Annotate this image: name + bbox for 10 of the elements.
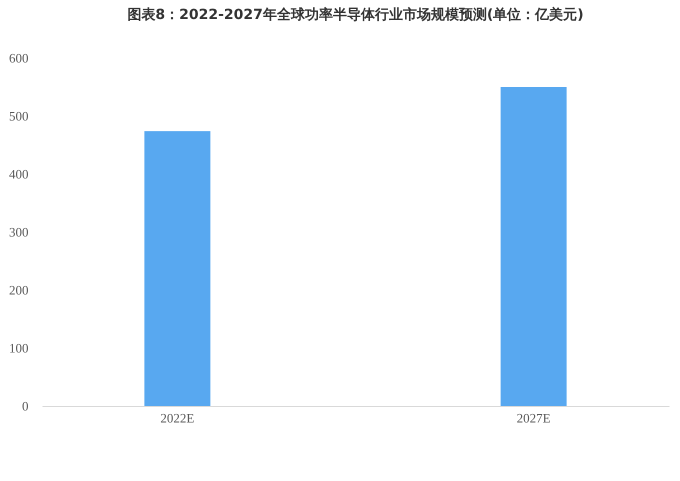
x-tick-label: 2022E bbox=[160, 410, 194, 426]
y-tick-label: 400 bbox=[9, 166, 28, 182]
y-tick-label: 200 bbox=[9, 282, 28, 298]
y-tick-label: 500 bbox=[9, 108, 28, 124]
y-tick-label: 600 bbox=[9, 50, 28, 66]
x-tick-label: 2027E bbox=[516, 410, 551, 426]
y-tick-label: 0 bbox=[22, 398, 28, 414]
y-tick-label: 100 bbox=[9, 340, 28, 356]
y-tick-label: 300 bbox=[9, 224, 28, 240]
chart-title: 图表8：2022-2027年全球功率半导体行业市场规模预测(单位：亿美元) bbox=[127, 6, 584, 23]
